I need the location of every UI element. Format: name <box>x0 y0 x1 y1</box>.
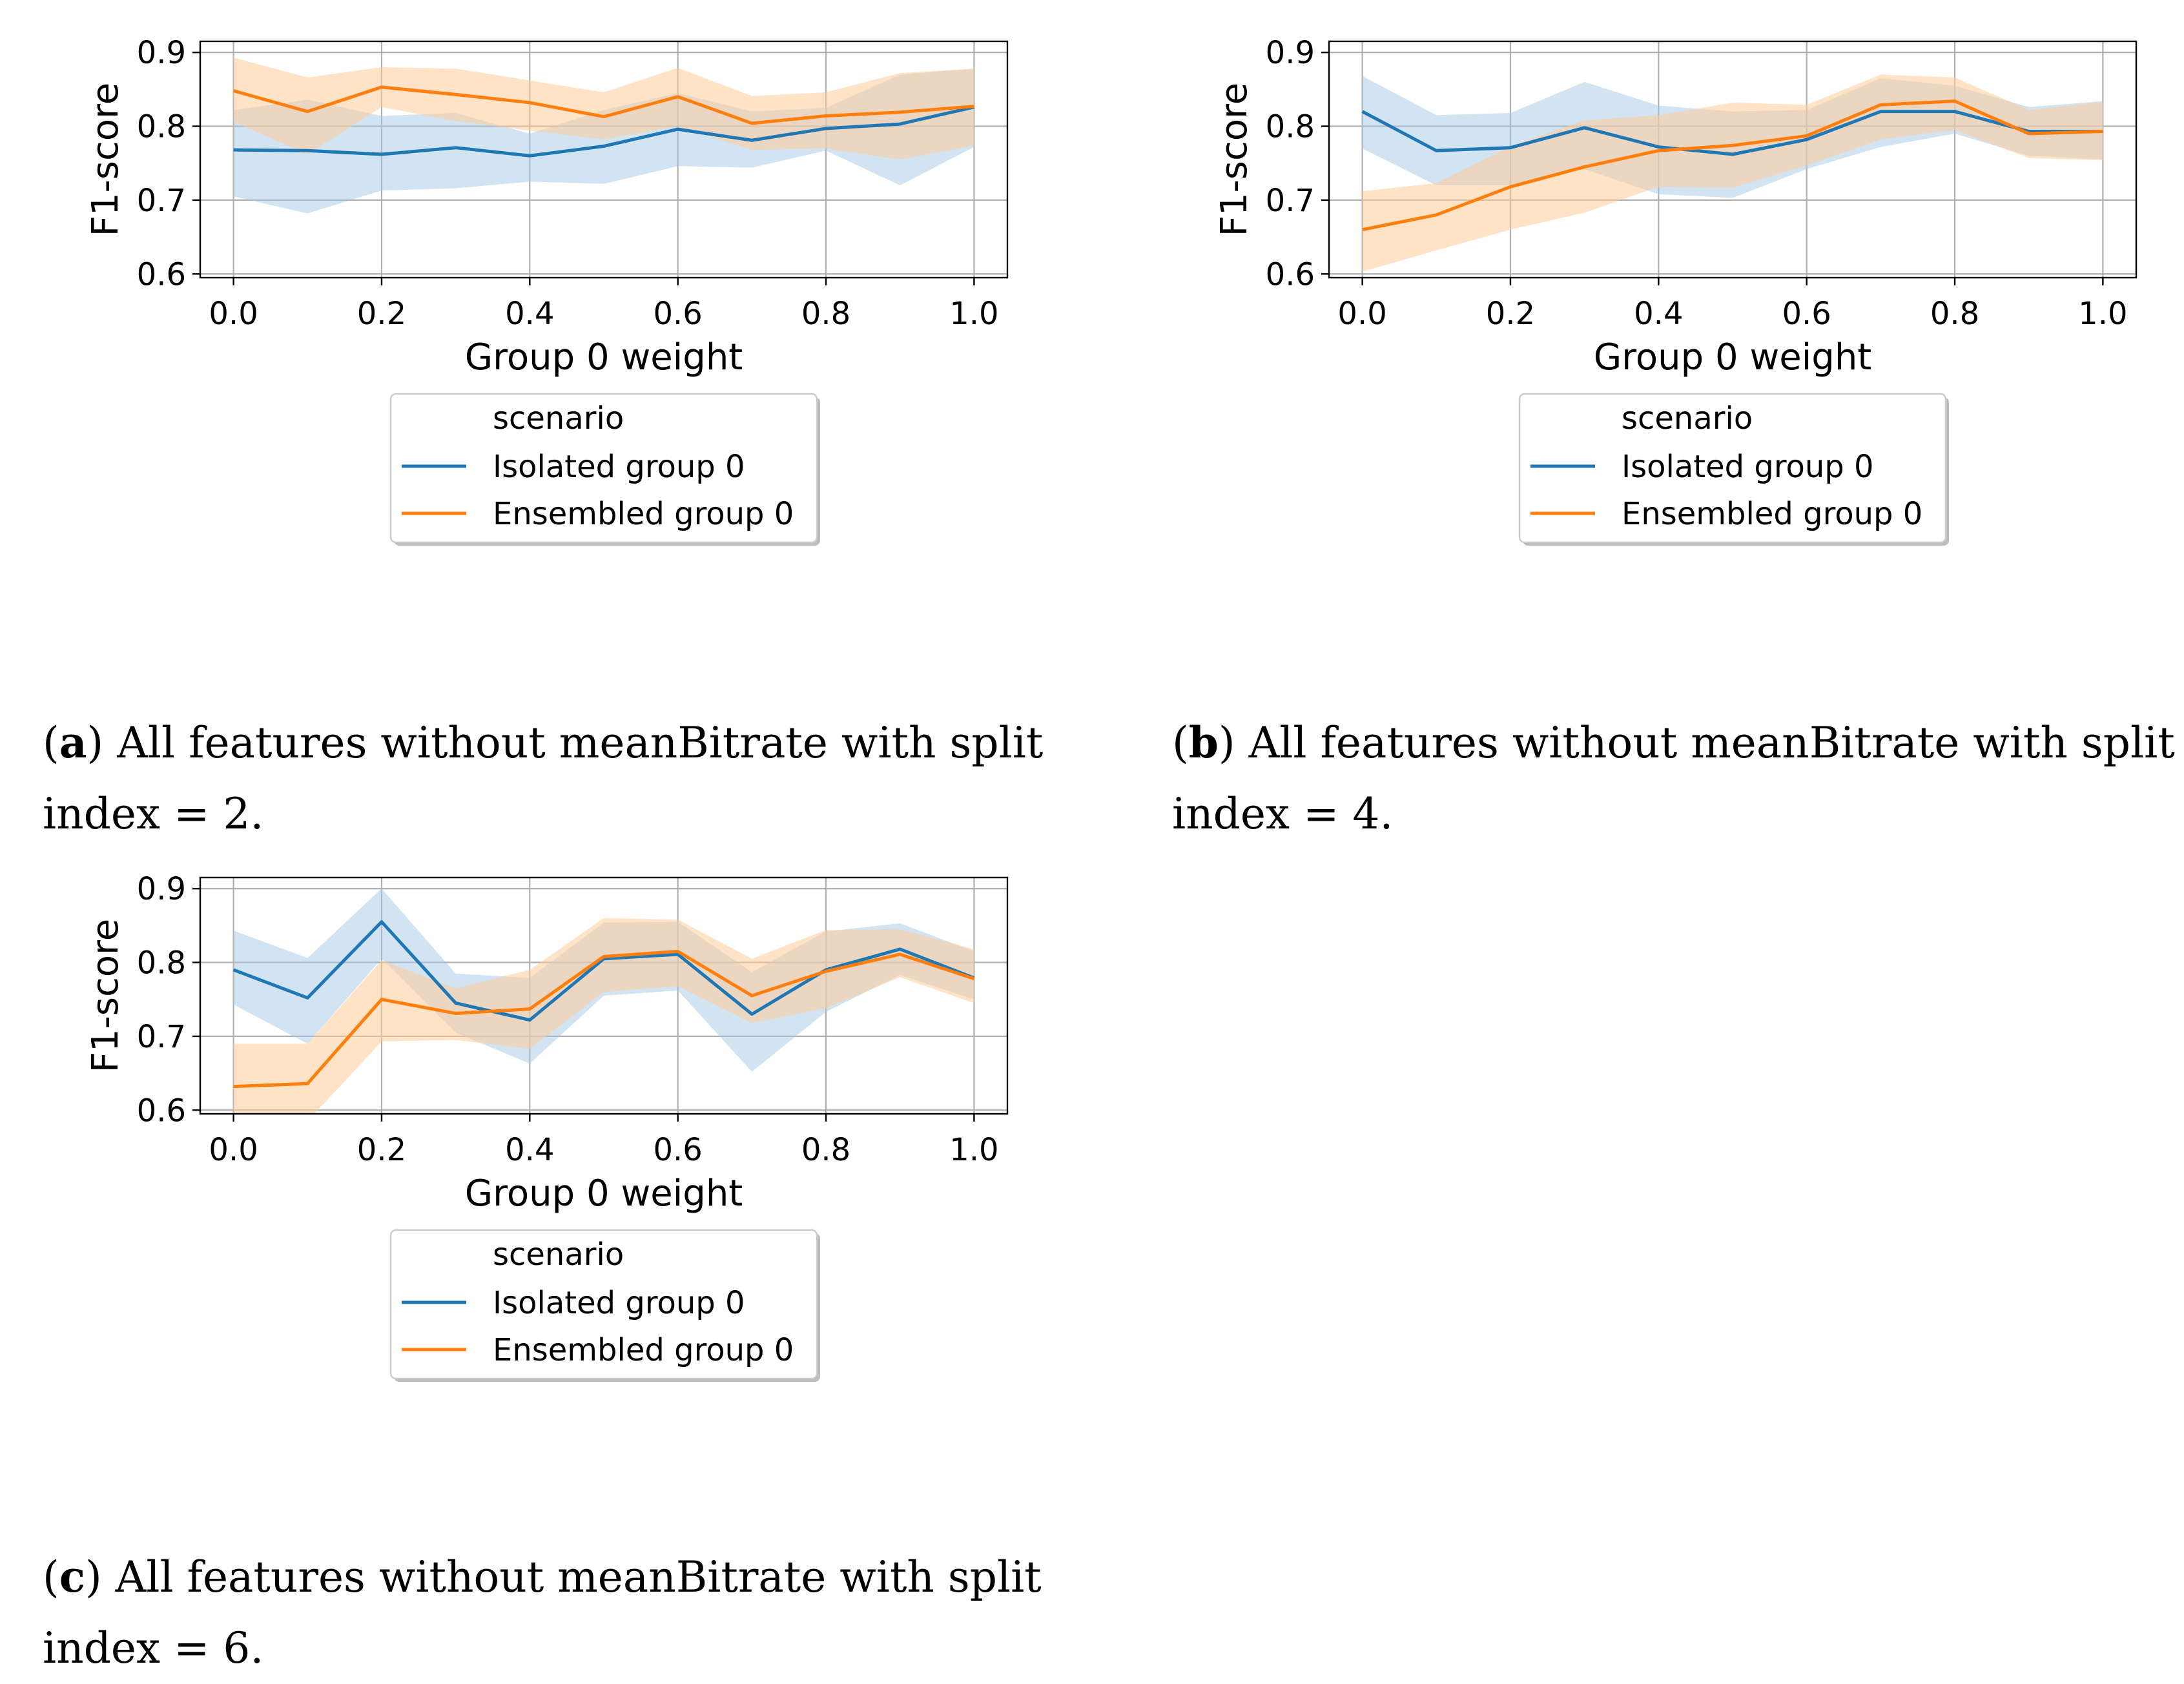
plot-frame <box>1328 40 2138 279</box>
y-tick-label: 0.7 <box>137 1019 186 1055</box>
y-tick-label: 0.6 <box>137 1093 186 1129</box>
caption-c-text: ) All features without meanBitrate with … <box>85 1552 1042 1602</box>
isolated-series-line <box>1361 110 2103 156</box>
legend: scenario Isolated group 0 Ensembled group … <box>1518 393 1949 546</box>
x-tick-label: 0.2 <box>357 296 406 332</box>
chart-a: 0.0 0.2 0.4 0.6 0.8 1.0 0.6 0.7 0.8 0.9 Group 0 we… <box>85 35 1009 546</box>
x-tick-label: 0.4 <box>505 1132 554 1168</box>
y-tick-label: 0.8 <box>137 945 186 981</box>
caption-a-text: ) All features without meanBitrate with … <box>87 718 1044 768</box>
legend-box <box>389 1229 818 1380</box>
y-tick-label: 0.6 <box>137 256 186 293</box>
x-tick-label: 0.8 <box>1930 296 1979 332</box>
x-tick-label: 0.8 <box>801 1132 850 1168</box>
y-tick-label: 0.8 <box>1266 109 1315 145</box>
legend-entry-label: Ensembled group 0 <box>493 496 794 532</box>
legend-title: scenario <box>493 400 624 436</box>
caption-c: (c) All features without meanBitrate wit… <box>43 1552 1042 1673</box>
plot-frame <box>199 876 1009 1115</box>
x-tick-label: 1.0 <box>949 296 998 332</box>
x-tick-label: 0.4 <box>505 296 554 332</box>
x-tick-label: 0.0 <box>1337 296 1386 332</box>
y-axis-label: F1-score <box>85 919 127 1073</box>
y-tick-label: 0.8 <box>137 109 186 145</box>
y-tick-label: 0.6 <box>1266 256 1315 293</box>
caption-c-label: c <box>59 1552 85 1602</box>
chart-panel-b: 0.0 0.2 0.4 0.6 0.8 1.0 0.6 0.7 0.8 0.9 Group 0 we… <box>1129 0 2184 581</box>
y-tick-label: 0.9 <box>137 871 186 907</box>
ensembled-series-line <box>232 85 974 125</box>
ensembled-confidence-band <box>1362 74 2103 272</box>
x-axis-label: Group 0 weight <box>1594 336 1872 378</box>
x-tick-label: 1.0 <box>2078 296 2127 332</box>
x-tick-label: 0.2 <box>357 1132 406 1168</box>
caption-b: (b) All features without meanBitrate wit… <box>1172 717 2175 839</box>
legend-entry-label: Isolated group 0 <box>1622 449 1874 485</box>
isolated-series-line <box>233 105 974 158</box>
y-tick-label: 0.9 <box>137 35 186 71</box>
chart-c: 0.0 0.2 0.4 0.6 0.8 1.0 0.6 0.7 0.8 0.9 Group 0 we… <box>85 871 1009 1382</box>
caption-a: (a) All features without meanBitrate wit… <box>43 717 1044 839</box>
legend-entry-label: Isolated group 0 <box>493 449 745 485</box>
y-axis-label: F1-score <box>85 83 127 237</box>
ensembled-confidence-band <box>233 918 974 1114</box>
legend-entry-label: Isolated group 0 <box>493 1285 745 1321</box>
x-tick-label: 1.0 <box>949 1132 998 1168</box>
caption-a-label: a <box>59 717 87 768</box>
plot-frame <box>199 40 1009 279</box>
legend-box <box>389 393 818 544</box>
x-tick-label: 0.8 <box>801 296 850 332</box>
y-tick-label: 0.7 <box>1266 183 1315 219</box>
legend: scenario Isolated group 0 Ensembled group … <box>389 393 820 546</box>
legend-entry-label: Ensembled group 0 <box>493 1332 794 1368</box>
ensembled-series-line <box>233 949 975 1089</box>
legend-box <box>1518 393 1947 544</box>
caption-c-text-line2: index = 6. <box>43 1623 264 1673</box>
caption-b-text: ) All features without meanBitrate with … <box>1218 718 2175 768</box>
x-tick-label: 0.6 <box>654 296 703 332</box>
chart-panel-a: 0.0 0.2 0.4 0.6 0.8 1.0 0.6 0.7 0.8 0.9 Group 0 we… <box>0 0 1098 581</box>
x-tick-label: 0.2 <box>1486 296 1535 332</box>
x-axis-label: Group 0 weight <box>465 1173 743 1215</box>
legend-title: scenario <box>493 1237 624 1273</box>
x-tick-label: 0.6 <box>1782 296 1831 332</box>
legend: scenario Isolated group 0 Ensembled group … <box>389 1229 820 1382</box>
y-tick-label: 0.7 <box>137 183 186 219</box>
isolated-confidence-band <box>233 68 974 214</box>
ensembled-series-line <box>1362 99 2103 232</box>
y-axis-label: F1-score <box>1213 83 1255 237</box>
x-tick-label: 0.4 <box>1634 296 1683 332</box>
plot-area <box>232 57 974 214</box>
x-tick-label: 0.0 <box>209 1132 258 1168</box>
plot-area <box>232 888 975 1114</box>
x-axis-label: Group 0 weight <box>465 336 743 378</box>
x-tick-label: 0.6 <box>654 1132 703 1168</box>
chart-panel-c: 0.0 0.2 0.4 0.6 0.8 1.0 0.6 0.7 0.8 0.9 Group 0 we… <box>0 836 1098 1417</box>
y-tick-label: 0.9 <box>1266 35 1315 71</box>
isolated-series-line <box>232 920 975 1022</box>
legend-entry-label: Ensembled group 0 <box>1622 496 1922 532</box>
caption-b-text-line2: index = 4. <box>1172 789 1394 839</box>
caption-b-label: b <box>1188 717 1219 768</box>
x-tick-label: 0.0 <box>209 296 258 332</box>
caption-a-text-line2: index = 2. <box>43 789 264 839</box>
plot-area <box>1361 74 2103 272</box>
chart-b: 0.0 0.2 0.4 0.6 0.8 1.0 0.6 0.7 0.8 0.9 Group 0 we… <box>1213 35 2138 546</box>
legend-title: scenario <box>1622 400 1753 436</box>
